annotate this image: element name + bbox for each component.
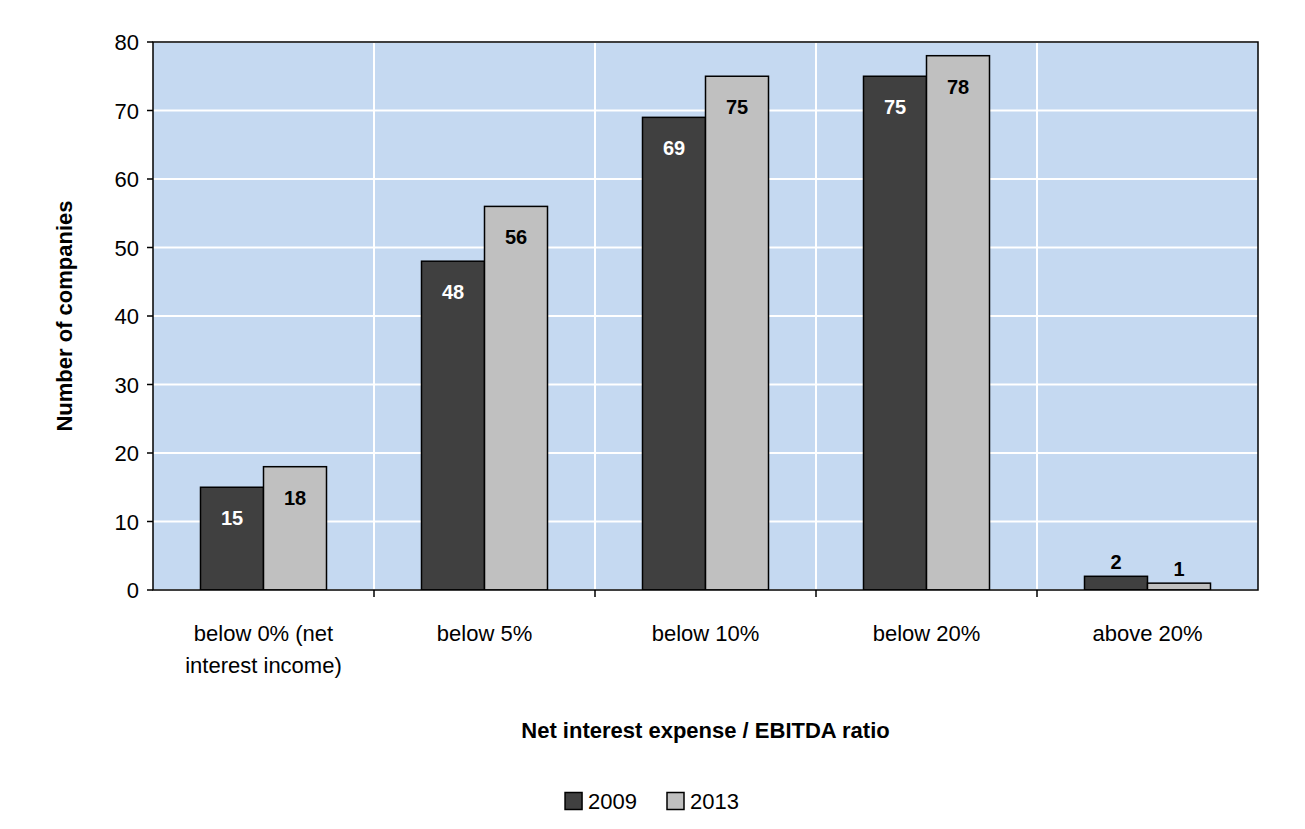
x-tick-label: below 10% (652, 621, 760, 646)
data-label: 75 (726, 96, 748, 118)
category-separator (1036, 42, 1038, 590)
data-label: 78 (947, 76, 969, 98)
data-label: 1 (1173, 558, 1184, 580)
category-separator (815, 42, 817, 590)
bar (485, 206, 548, 590)
y-tick-label: 10 (115, 510, 139, 535)
label-line: below 20% (873, 621, 981, 646)
y-tick-label: 0 (127, 578, 139, 603)
y-tick (147, 315, 153, 317)
data-label: 48 (442, 281, 464, 303)
legend-label: 2013 (690, 789, 739, 814)
y-tick (147, 384, 153, 386)
x-tick (1036, 590, 1038, 597)
x-axis-title: Net interest expense / EBITDA ratio (521, 718, 889, 743)
label-line: above 20% (1092, 621, 1202, 646)
x-tick-label: below 0% (net interest income) (185, 621, 342, 678)
category-separator (373, 42, 375, 590)
data-label: 69 (663, 137, 685, 159)
bar (422, 261, 485, 590)
chart: 15184856697575782101020304050607080below… (0, 0, 1305, 829)
y-tick (147, 589, 153, 591)
label-line: below 5% (437, 621, 532, 646)
legend: 2009 2013 (565, 789, 739, 814)
y-tick (147, 247, 153, 249)
plot-frame (153, 42, 1258, 590)
bar (1085, 576, 1148, 590)
data-label: 2 (1110, 551, 1121, 573)
y-tick (147, 110, 153, 112)
x-tick-label: above 20% (1092, 621, 1202, 646)
bar (1148, 583, 1211, 590)
label-line: below 10% (652, 621, 760, 646)
y-axis-title: Number of companies (52, 200, 77, 431)
label-line: interest income) (185, 653, 342, 678)
plot-background (153, 42, 1258, 590)
bar (264, 467, 327, 590)
y-tick-label: 70 (115, 99, 139, 124)
bar (706, 76, 769, 590)
bar (201, 487, 264, 590)
y-tick (147, 178, 153, 180)
bar (643, 117, 706, 590)
x-tick (373, 590, 375, 597)
label-line: below 0% (net (194, 621, 333, 646)
y-tick-label: 80 (115, 30, 139, 55)
y-tick-label: 60 (115, 167, 139, 192)
data-label: 75 (884, 96, 906, 118)
bar (864, 76, 927, 590)
bars (201, 56, 1211, 590)
y-tick (147, 521, 153, 523)
category-separator (594, 42, 596, 590)
y-tick-label: 30 (115, 373, 139, 398)
legend-swatch (667, 793, 684, 810)
x-tick (815, 590, 817, 597)
x-tick-label: below 20% (873, 621, 981, 646)
y-tick-label: 20 (115, 441, 139, 466)
data-label: 56 (505, 226, 527, 248)
legend-swatch (565, 793, 582, 810)
bar (927, 56, 990, 590)
data-label: 15 (221, 507, 243, 529)
y-tick-label: 40 (115, 304, 139, 329)
data-labels: 15 18 48 56 69 75 75 78 2 1 (221, 76, 1185, 580)
data-label: 18 (284, 487, 306, 509)
y-tick (147, 41, 153, 43)
y-tick (147, 452, 153, 454)
y-tick-label: 50 (115, 236, 139, 261)
legend-label: 2009 (588, 789, 637, 814)
x-tick-label: below 5% (437, 621, 532, 646)
x-tick (594, 590, 596, 597)
